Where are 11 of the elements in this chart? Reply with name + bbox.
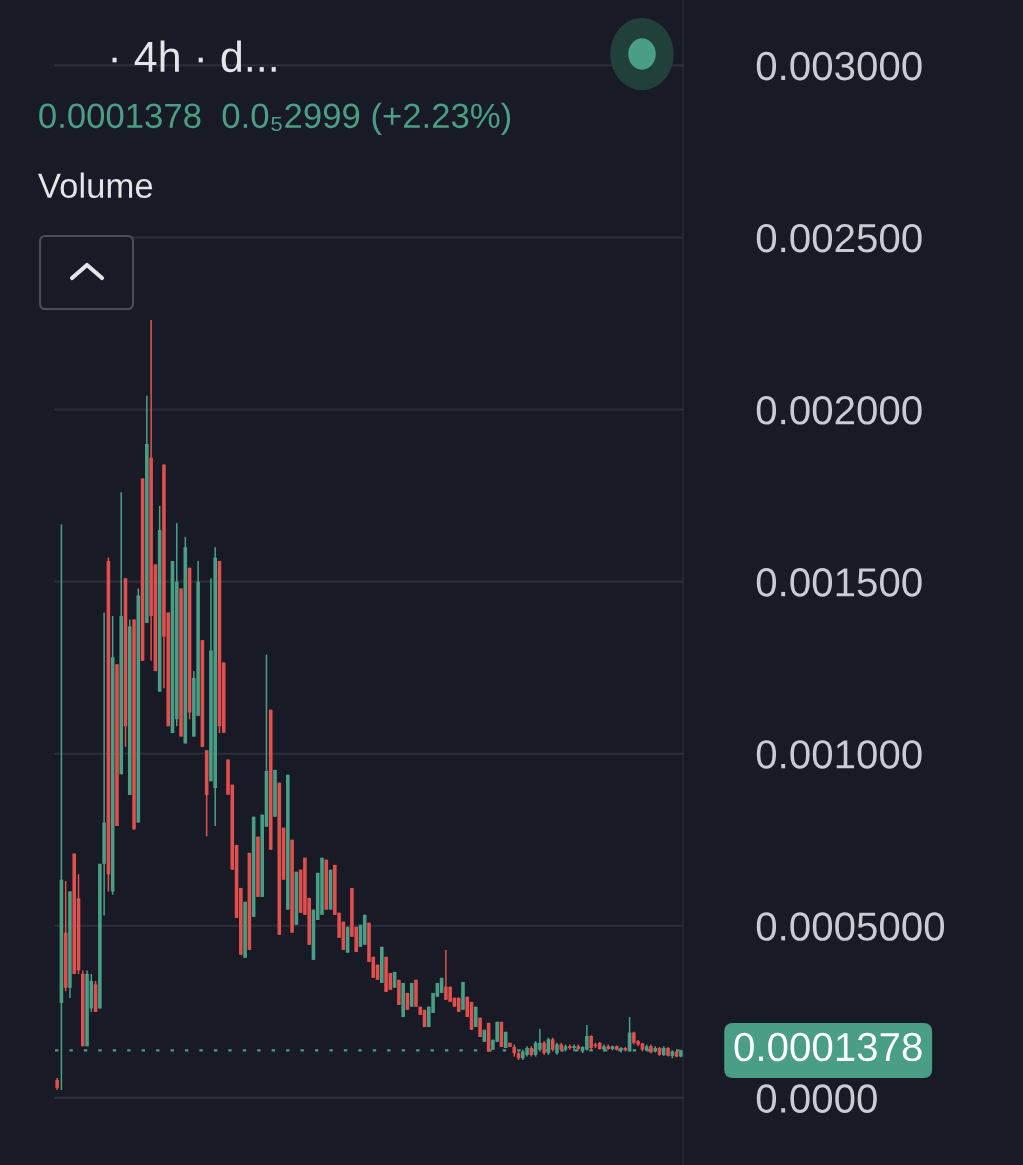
y-tick-label: 0.003000 bbox=[756, 51, 922, 81]
y-tick-label: 0.0005000 bbox=[756, 912, 945, 941]
ref-line-label: 0.0001378 bbox=[734, 1032, 922, 1062]
annotation: 0.0001378 0.0₅2999 (+2.23%) bbox=[39, 102, 511, 135]
annotation: Volume bbox=[38, 172, 153, 199]
y-tick-label: 0.002500 bbox=[756, 223, 922, 253]
y-tick-label: 0.001500 bbox=[756, 568, 922, 597]
text: · 4h · d... bbox=[112, 40, 276, 73]
y-tick-label: 0.002000 bbox=[756, 396, 922, 425]
y-tick-label: 0.001000 bbox=[756, 740, 922, 769]
y-tick-label: 0.0000 bbox=[756, 1084, 877, 1113]
